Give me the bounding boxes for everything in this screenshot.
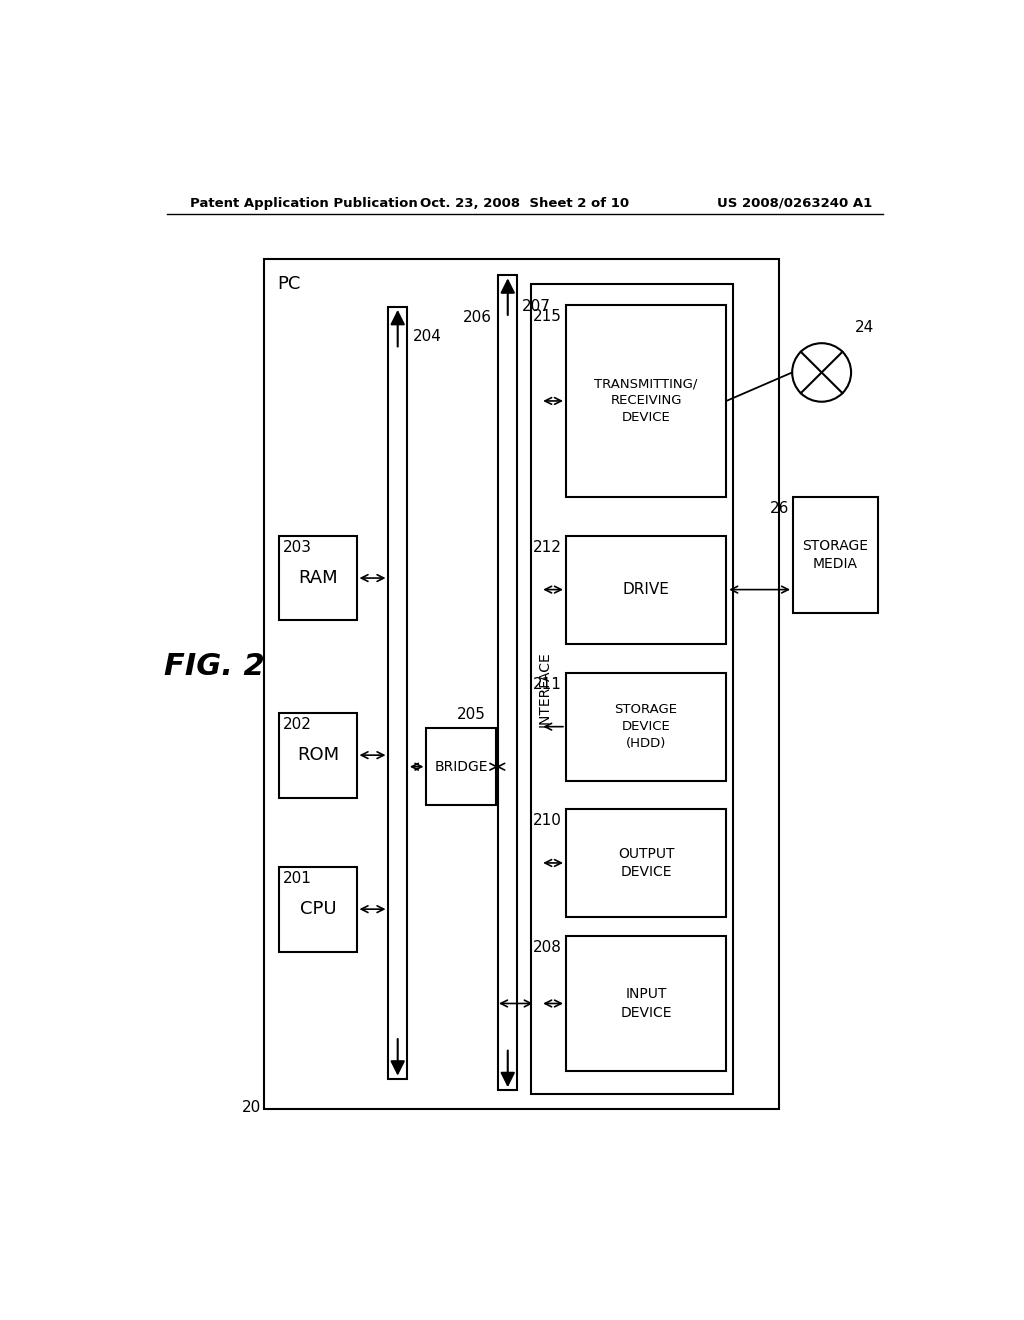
Text: STORAGE
MEDIA: STORAGE MEDIA — [803, 539, 868, 572]
Text: 204: 204 — [414, 329, 442, 343]
Text: TRANSMITTING/
RECEIVING
DEVICE: TRANSMITTING/ RECEIVING DEVICE — [594, 378, 697, 425]
Text: CPU: CPU — [300, 900, 336, 919]
Text: 212: 212 — [534, 540, 562, 554]
Bar — [566, 536, 726, 644]
Text: 202: 202 — [283, 717, 312, 731]
Bar — [280, 713, 356, 797]
Text: Oct. 23, 2008  Sheet 2 of 10: Oct. 23, 2008 Sheet 2 of 10 — [420, 197, 630, 210]
Text: 207: 207 — [521, 298, 551, 314]
Text: US 2008/0263240 A1: US 2008/0263240 A1 — [717, 197, 872, 210]
Text: INTERFACE: INTERFACE — [538, 651, 552, 727]
Bar — [499, 276, 517, 1090]
Text: PC: PC — [278, 276, 301, 293]
Bar — [280, 867, 356, 952]
Text: STORAGE
DEVICE
(HDD): STORAGE DEVICE (HDD) — [614, 704, 678, 750]
Text: OUTPUT
DEVICE: OUTPUT DEVICE — [617, 846, 675, 879]
Bar — [793, 498, 879, 612]
Text: 20: 20 — [242, 1100, 261, 1115]
Text: ROM: ROM — [297, 746, 339, 764]
Bar — [566, 809, 726, 917]
Text: 206: 206 — [463, 310, 493, 325]
Text: 205: 205 — [458, 708, 486, 722]
Text: 201: 201 — [283, 871, 312, 886]
Text: RAM: RAM — [298, 569, 338, 587]
Bar — [566, 673, 726, 780]
Text: FIG. 2: FIG. 2 — [165, 652, 265, 681]
Bar — [280, 536, 356, 620]
Bar — [388, 308, 407, 1078]
Text: 211: 211 — [534, 677, 562, 692]
Bar — [531, 284, 732, 1094]
Text: DRIVE: DRIVE — [623, 582, 670, 597]
Text: BRIDGE: BRIDGE — [434, 760, 488, 774]
Text: Patent Application Publication: Patent Application Publication — [190, 197, 418, 210]
Bar — [566, 305, 726, 498]
Text: 26: 26 — [770, 502, 790, 516]
Text: INPUT
DEVICE: INPUT DEVICE — [621, 987, 672, 1019]
Text: 208: 208 — [534, 940, 562, 954]
Bar — [263, 259, 779, 1109]
Text: 203: 203 — [283, 540, 312, 554]
Bar — [566, 936, 726, 1071]
Text: 215: 215 — [534, 309, 562, 323]
Bar — [426, 729, 496, 805]
Text: 24: 24 — [855, 321, 874, 335]
Text: 210: 210 — [534, 813, 562, 828]
